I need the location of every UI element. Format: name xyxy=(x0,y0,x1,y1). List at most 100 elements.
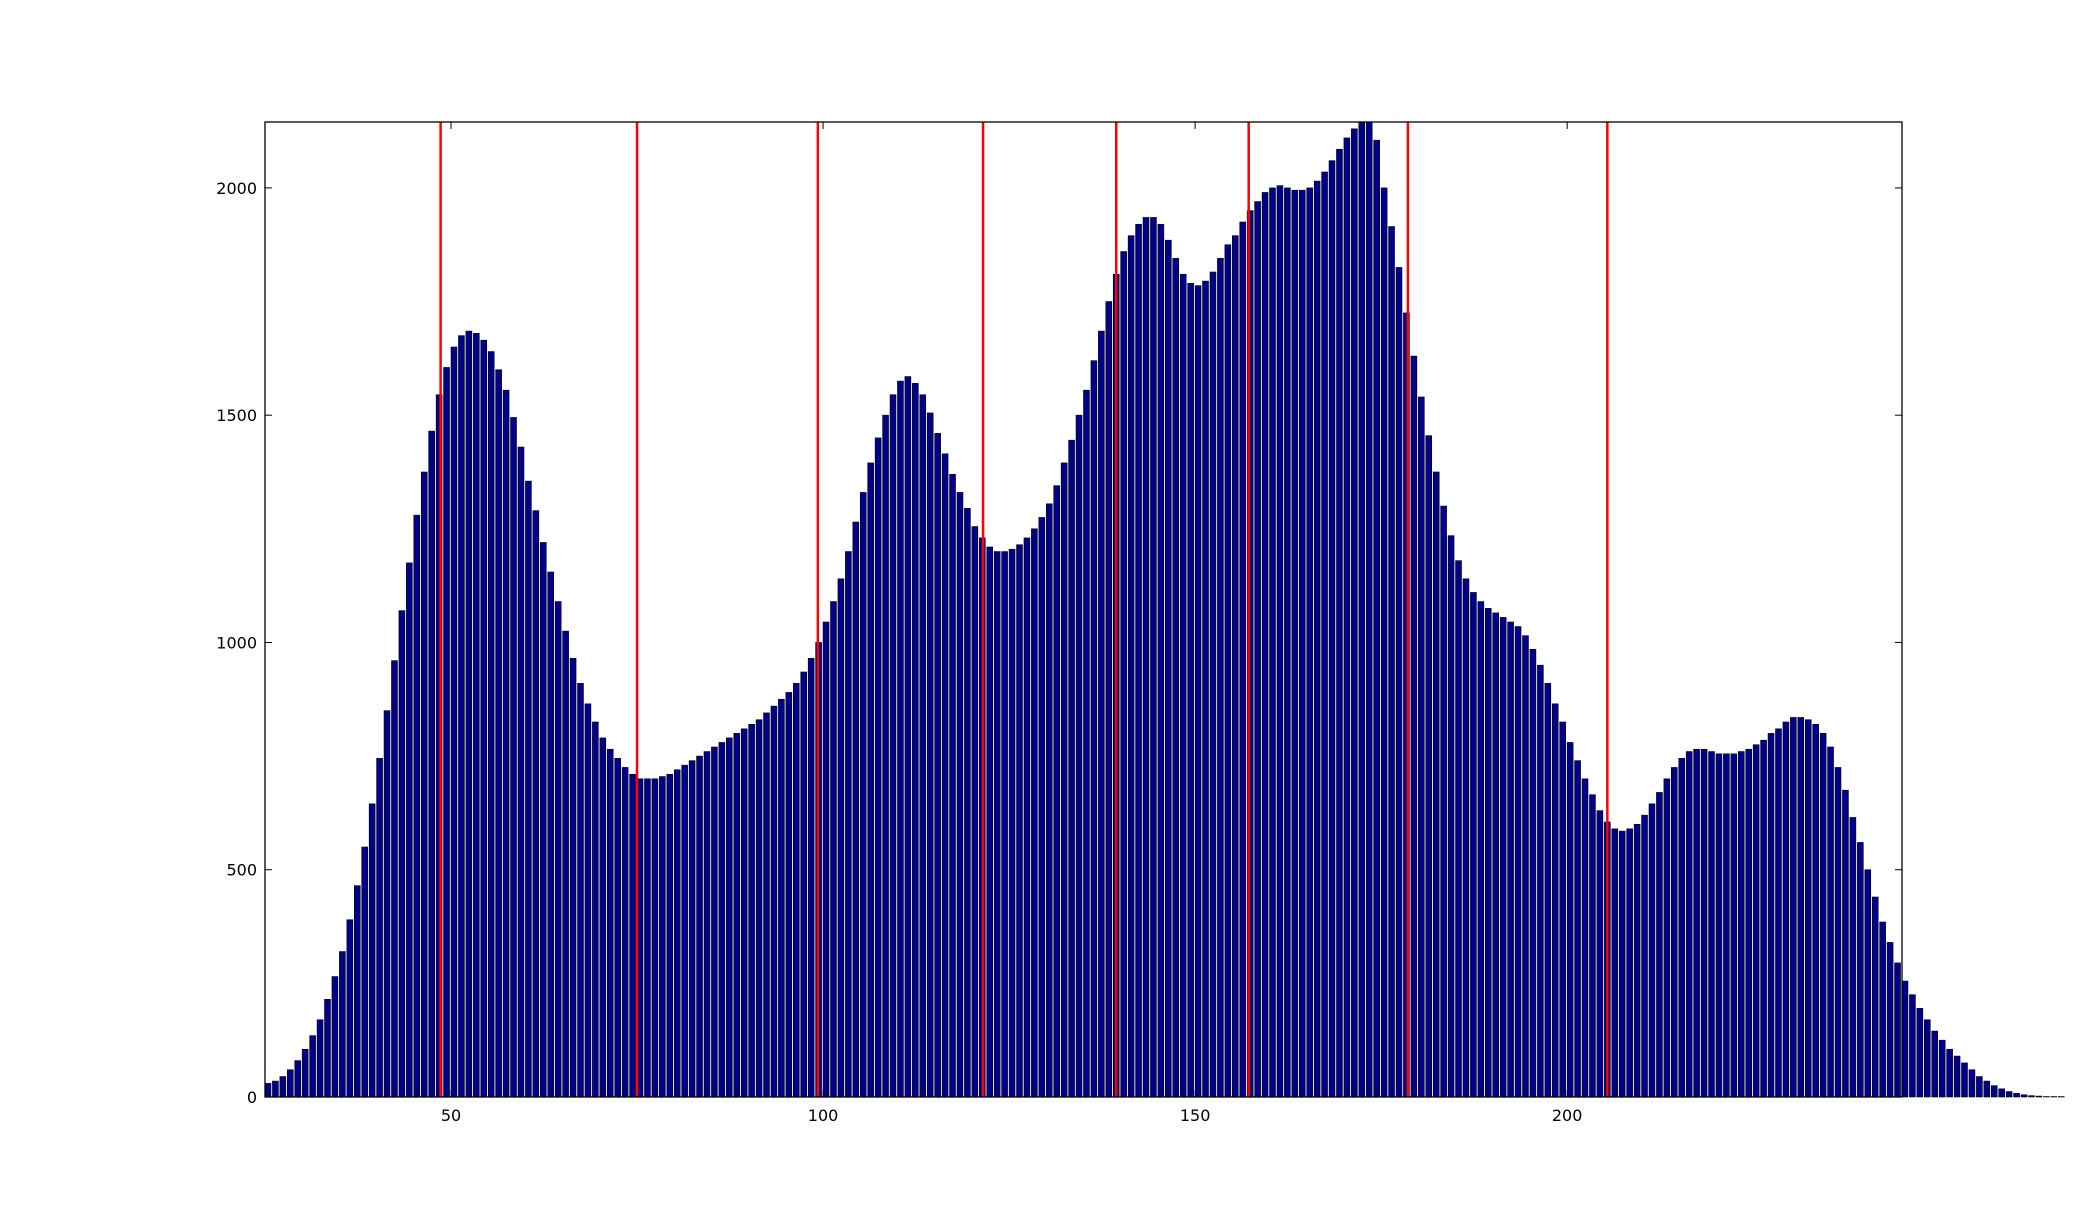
histogram-bar xyxy=(1924,1019,1931,1098)
x-tick-label: 50 xyxy=(441,1106,461,1125)
histogram-bar xyxy=(1485,608,1492,1098)
histogram-bar xyxy=(681,764,688,1098)
histogram-bar xyxy=(1232,235,1239,1098)
histogram-bar xyxy=(1373,139,1380,1098)
histogram-bar xyxy=(532,510,540,1098)
histogram-bar xyxy=(1596,810,1604,1098)
histogram-bar xyxy=(2035,1095,2043,1098)
histogram-bar xyxy=(1224,244,1232,1098)
histogram-bar xyxy=(1909,994,1916,1098)
histogram-bar xyxy=(1894,962,1901,1098)
histogram-bar xyxy=(599,737,607,1098)
histogram-bar xyxy=(1767,733,1775,1098)
histogram-bar xyxy=(331,976,339,1098)
histogram-bar xyxy=(1440,505,1447,1098)
histogram-bar xyxy=(1023,537,1031,1098)
histogram-bar xyxy=(584,703,592,1098)
histogram-bar xyxy=(339,951,346,1098)
histogram-bar xyxy=(1529,648,1537,1098)
histogram-bar xyxy=(2028,1095,2035,1098)
histogram-bar xyxy=(1388,226,1395,1098)
histogram-bar xyxy=(1105,301,1113,1098)
y-tick-label: 0 xyxy=(247,1088,257,1107)
histogram-bar xyxy=(353,885,361,1098)
x-tick-label: 150 xyxy=(1180,1106,1211,1125)
histogram-bar xyxy=(740,728,748,1098)
histogram-bar xyxy=(1842,789,1849,1098)
histogram-bar xyxy=(748,723,755,1098)
histogram-bar xyxy=(1745,748,1752,1098)
histogram-bar xyxy=(398,610,406,1098)
histogram-bar xyxy=(629,773,636,1098)
histogram-bar xyxy=(1179,273,1187,1098)
histogram-bar xyxy=(487,351,495,1098)
histogram-bar xyxy=(554,601,562,1098)
histogram-bar xyxy=(1849,817,1857,1098)
histogram-bar xyxy=(1797,717,1805,1098)
histogram-bar xyxy=(450,346,458,1098)
histogram-bar xyxy=(279,1076,287,1098)
histogram-bar xyxy=(1648,803,1656,1098)
histogram-bar xyxy=(1700,748,1708,1098)
histogram-bar xyxy=(1775,728,1782,1098)
histogram-bar xyxy=(502,389,510,1098)
histogram-bar xyxy=(1589,794,1596,1098)
histogram-bar xyxy=(1819,733,1827,1098)
histogram-bar xyxy=(882,414,889,1098)
histogram-bar xyxy=(1075,414,1083,1098)
histogram-bar xyxy=(1968,1069,1976,1098)
histogram-bar xyxy=(1060,462,1068,1098)
histogram-bar xyxy=(406,562,413,1098)
histogram-bar xyxy=(837,578,845,1098)
histogram-bar xyxy=(1046,503,1053,1098)
histogram-bar xyxy=(1150,217,1157,1098)
histogram-bar xyxy=(1194,285,1202,1098)
histogram-bar xyxy=(480,339,488,1098)
histogram-bar xyxy=(904,376,912,1098)
histogram-bar xyxy=(912,383,919,1098)
histogram-bar xyxy=(1083,389,1090,1098)
histogram-bar xyxy=(510,417,517,1098)
histogram-bar xyxy=(1916,1008,1924,1098)
histogram-bar xyxy=(1351,128,1358,1098)
histogram-bar xyxy=(346,919,354,1098)
histogram-bar xyxy=(1254,201,1261,1098)
histogram-bar xyxy=(1901,980,1909,1098)
histogram-bar xyxy=(1492,612,1499,1098)
histogram-bar xyxy=(2020,1094,2028,1098)
histogram-bar xyxy=(696,755,703,1098)
histogram-bar xyxy=(1172,258,1180,1098)
histogram-bar xyxy=(525,480,532,1098)
histogram-bar xyxy=(1998,1088,2005,1098)
histogram-bar xyxy=(264,1083,272,1098)
histogram-bar xyxy=(1611,828,1619,1098)
histogram-bar xyxy=(1053,485,1060,1098)
histogram-bar xyxy=(971,526,979,1098)
histogram-bar xyxy=(420,471,428,1098)
histogram-bar xyxy=(1693,748,1700,1098)
histogram-bar xyxy=(1708,751,1715,1098)
histogram-bar xyxy=(785,692,793,1098)
histogram-bar xyxy=(1127,235,1135,1098)
histogram-bar xyxy=(993,551,1001,1098)
histogram-bar xyxy=(606,748,614,1098)
histogram-bar xyxy=(1336,148,1343,1098)
histogram-bar xyxy=(1671,767,1678,1098)
histogram-bar xyxy=(428,430,435,1098)
histogram-bar xyxy=(852,521,860,1098)
histogram-bar xyxy=(1782,721,1790,1098)
histogram-bar xyxy=(1432,471,1440,1098)
histogram-bar xyxy=(458,335,465,1098)
histogram-bar xyxy=(540,542,547,1098)
histogram-bar xyxy=(1499,617,1507,1098)
histogram-bar xyxy=(934,433,941,1098)
histogram-bar xyxy=(874,437,882,1098)
histogram-bar xyxy=(1120,251,1127,1098)
histogram-bar xyxy=(1752,744,1760,1098)
histogram-bar xyxy=(391,660,398,1098)
histogram-bar xyxy=(1098,330,1105,1098)
histogram-bar xyxy=(1090,360,1098,1098)
histogram-bar xyxy=(1760,739,1767,1098)
histogram-bar xyxy=(1938,1039,1946,1098)
histogram-bar xyxy=(368,803,376,1098)
